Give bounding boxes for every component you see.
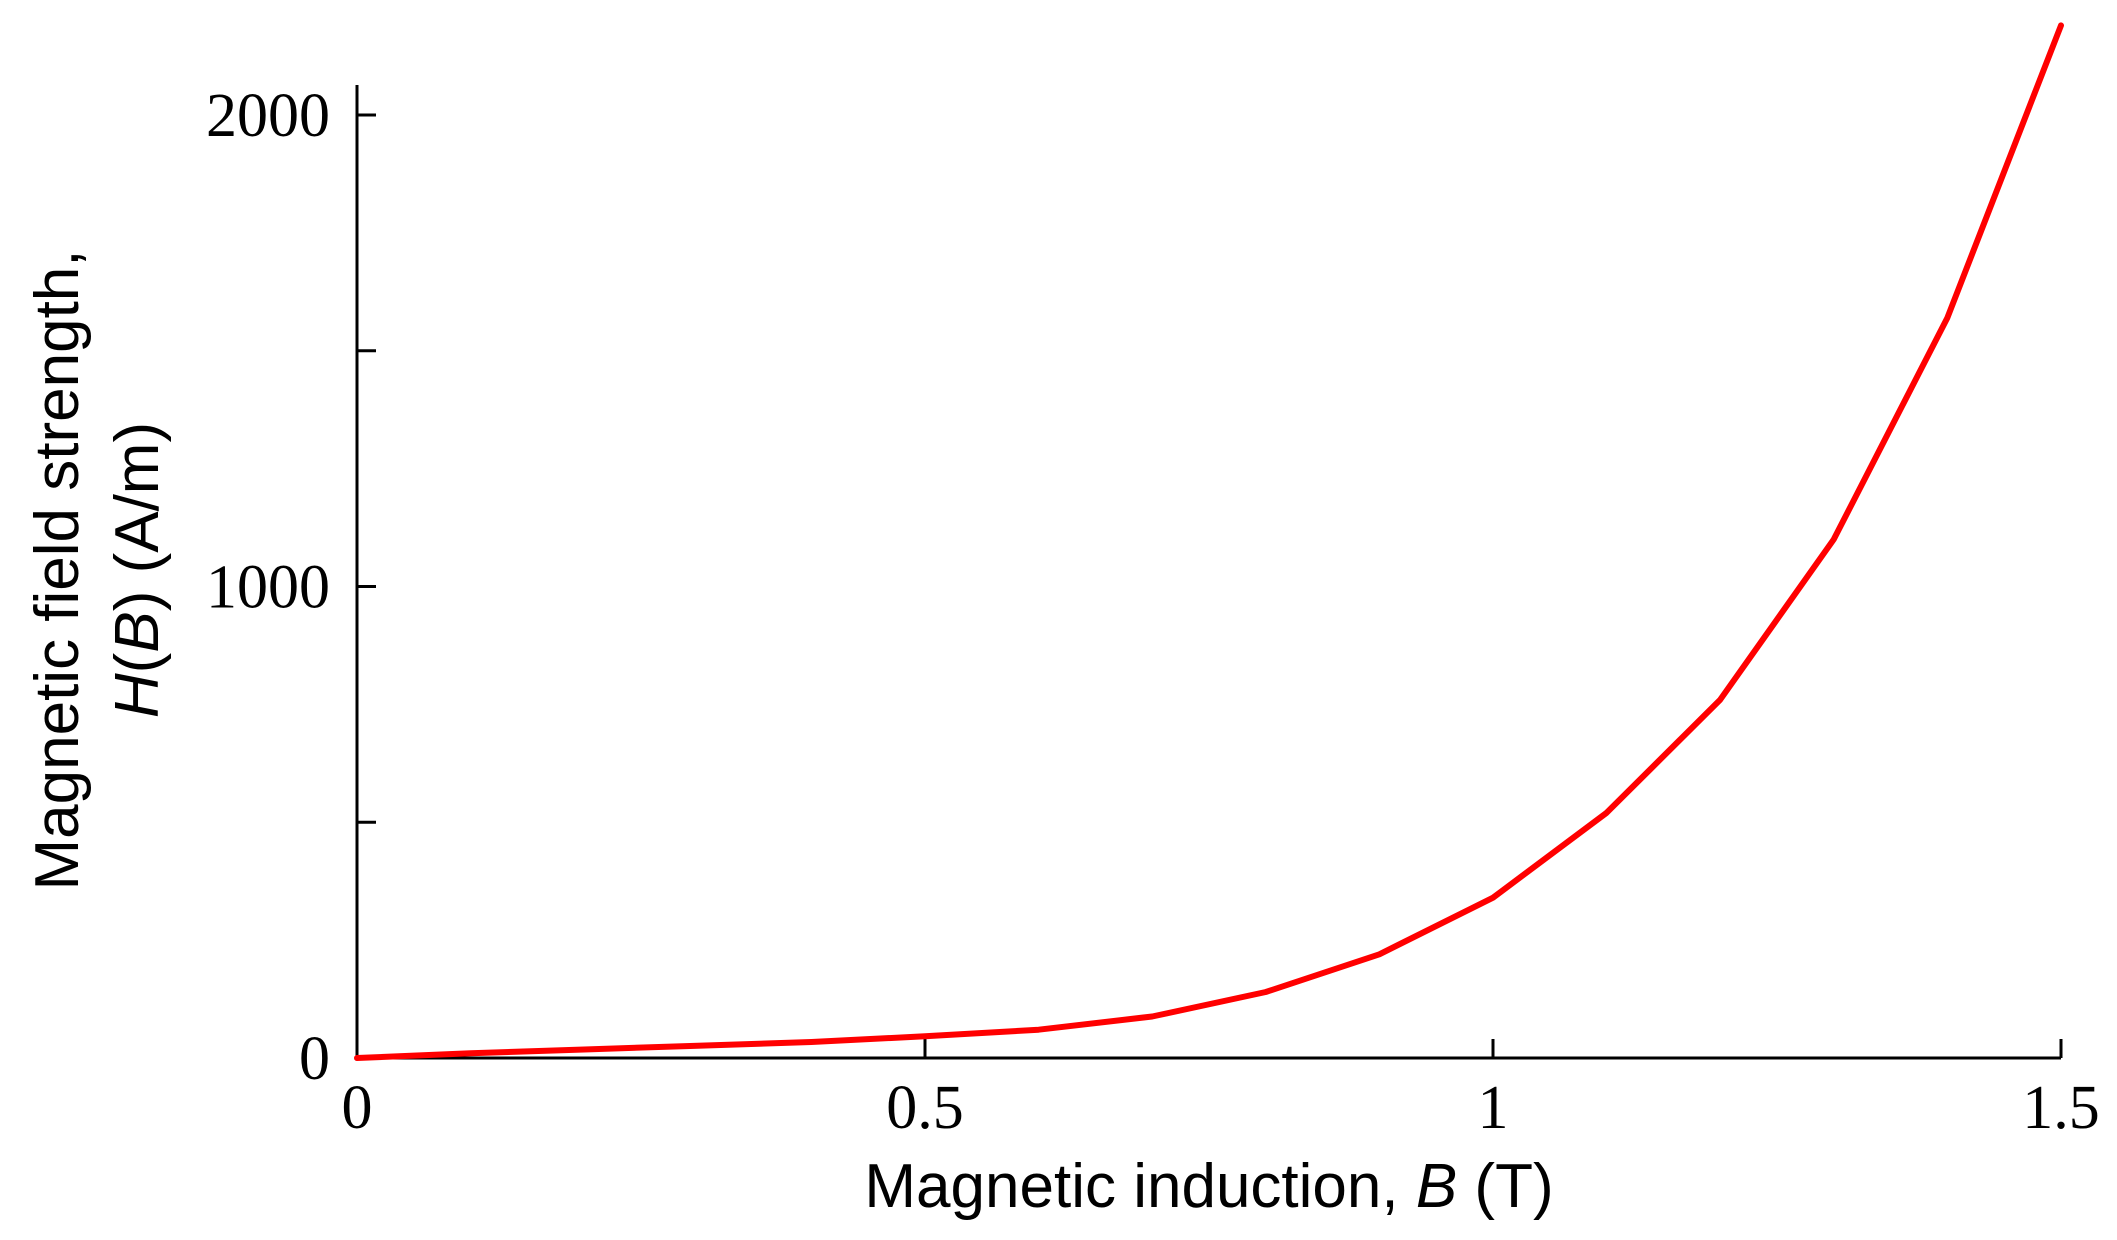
axes <box>355 85 2061 1060</box>
y-ticks: 0 1000 2000 <box>206 82 376 1093</box>
x-axis-label: Magnetic induction, B (T) <box>864 1152 1553 1221</box>
y-axis-label: Magnetic field strength, H(B) (A/m) <box>23 249 172 890</box>
y-tick-label: 2000 <box>206 82 330 150</box>
y-axis-label-line1: Magnetic field strength, <box>23 249 92 890</box>
y-axis-label-line2: H(B) (A/m) <box>103 422 172 718</box>
y-tick-label: 1000 <box>206 554 330 622</box>
y-tick-label: 0 <box>299 1025 330 1093</box>
series <box>354 22 2064 1061</box>
x-tick-label: 1 <box>1478 1074 1509 1142</box>
x-ticks: 0 0.5 1 1.5 <box>342 1039 2100 1142</box>
x-tick-label: 0.5 <box>886 1074 964 1142</box>
series-line <box>354 22 2064 1061</box>
x-tick-label: 0 <box>342 1074 373 1142</box>
x-tick-label: 1.5 <box>2022 1074 2100 1142</box>
